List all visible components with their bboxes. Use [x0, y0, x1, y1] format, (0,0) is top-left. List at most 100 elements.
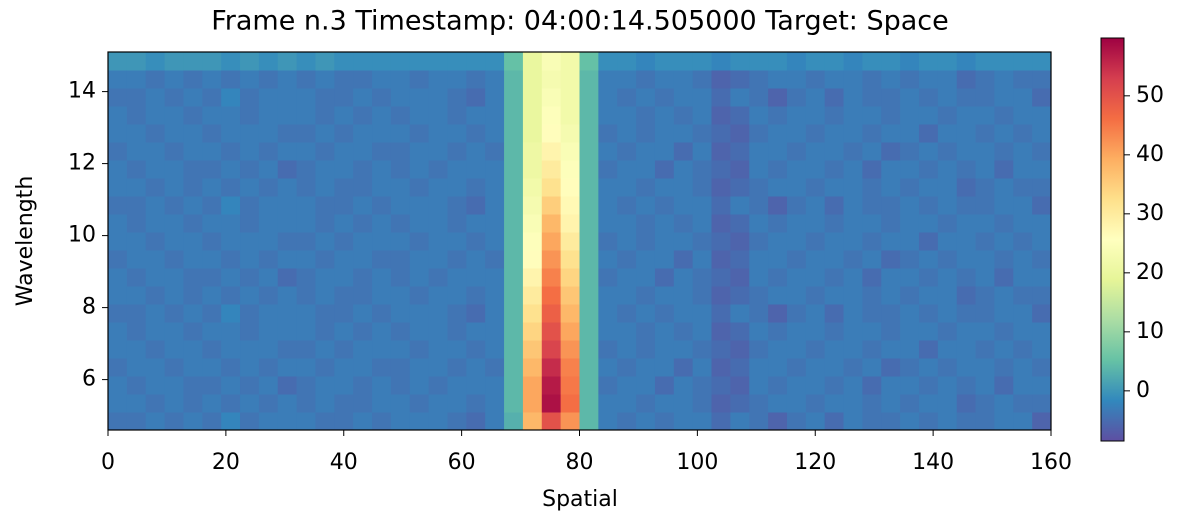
heatmap-cell [579, 358, 599, 377]
heatmap-cell [692, 304, 713, 323]
heatmap-cell [975, 358, 995, 377]
heatmap-cell [673, 268, 694, 287]
heatmap-cell [485, 52, 505, 71]
heatmap-cell [522, 52, 543, 71]
heatmap-cell [881, 214, 901, 233]
heatmap-cell [579, 232, 599, 251]
heatmap-cell [843, 376, 863, 395]
heatmap-cell [730, 412, 750, 431]
heatmap-cell [994, 268, 1014, 287]
heatmap-cell [918, 52, 939, 71]
heatmap-cell [504, 268, 524, 287]
heatmap-cell [900, 394, 920, 413]
heatmap-cell [636, 322, 656, 341]
heatmap-cell [522, 160, 543, 179]
heatmap-cell [862, 214, 882, 233]
heatmap-cell [654, 304, 675, 323]
heatmap-cell [900, 250, 920, 269]
heatmap-cell [202, 232, 222, 251]
heatmap-cell [994, 196, 1014, 215]
heatmap-cell [428, 376, 448, 395]
heatmap-cell [372, 322, 392, 341]
heatmap-cell [447, 304, 467, 323]
heatmap-cell [768, 286, 788, 305]
heatmap-cell [522, 412, 543, 431]
heatmap-cell [598, 52, 618, 71]
heatmap-cell [843, 178, 863, 197]
heatmap-cell [918, 232, 939, 251]
heatmap-cell [126, 124, 147, 143]
heatmap-cell [937, 250, 958, 269]
heatmap-cell [409, 268, 430, 287]
heatmap-cell [164, 412, 184, 431]
heatmap-cell [560, 232, 580, 251]
heatmap-cell [240, 124, 260, 143]
heatmap-cell [692, 142, 713, 161]
heatmap-cell [390, 232, 411, 251]
colorbar-tick-label: 30 [1136, 201, 1164, 226]
heatmap-cell [673, 376, 694, 395]
heatmap-cell [258, 340, 279, 359]
heatmap-cell [145, 376, 166, 395]
heatmap-cell [315, 178, 335, 197]
heatmap-cell [711, 70, 731, 89]
heatmap-cell [428, 322, 448, 341]
heatmap-cell [428, 232, 448, 251]
heatmap-cell [164, 304, 184, 323]
heatmap-cell [711, 52, 731, 71]
heatmap-cell [711, 214, 731, 233]
heatmap-cell [428, 394, 448, 413]
heatmap-cell [749, 376, 769, 395]
heatmap-cell [730, 340, 750, 359]
heatmap-cell [504, 160, 524, 179]
heatmap-cell [579, 178, 599, 197]
heatmap-cell [447, 268, 467, 287]
heatmap-cell [334, 160, 354, 179]
heatmap-cell [202, 124, 222, 143]
heatmap-cell [240, 304, 260, 323]
heatmap-cell [824, 376, 845, 395]
heatmap-cell [409, 232, 430, 251]
heatmap-cell [390, 178, 411, 197]
heatmap-cell [315, 214, 335, 233]
heatmap-cell [862, 268, 882, 287]
heatmap-cell [617, 322, 637, 341]
heatmap-cell [315, 394, 335, 413]
heatmap-cell [202, 214, 222, 233]
heatmap-cell [1032, 142, 1052, 161]
heatmap-cell [579, 394, 599, 413]
heatmap-cell [598, 124, 618, 143]
heatmap-cell [994, 178, 1014, 197]
heatmap-cell [768, 250, 788, 269]
heatmap-cell [390, 88, 411, 107]
heatmap-cell [994, 376, 1014, 395]
heatmap-cell [843, 124, 863, 143]
heatmap-cell [504, 322, 524, 341]
heatmap-cell [768, 358, 788, 377]
heatmap-cell [466, 304, 486, 323]
heatmap-cell [786, 322, 807, 341]
heatmap-cell [409, 178, 430, 197]
heatmap-cell [277, 52, 298, 71]
chart-title: Frame n.3 Timestamp: 04:00:14.505000 Tar… [211, 6, 949, 37]
heatmap-cell [390, 52, 411, 71]
heatmap-cell [485, 376, 505, 395]
heatmap-cell [428, 358, 448, 377]
heatmap-cell [805, 160, 826, 179]
heatmap-cell [334, 214, 354, 233]
heatmap-cell [937, 340, 958, 359]
heatmap-cell [522, 214, 543, 233]
heatmap-cell [202, 88, 222, 107]
colorbar-tick-label: 0 [1136, 378, 1150, 403]
heatmap-cell [1013, 52, 1033, 71]
heatmap-cell [881, 124, 901, 143]
heatmap-cell [334, 124, 354, 143]
heatmap-cell [277, 268, 298, 287]
heatmap-cell [485, 268, 505, 287]
heatmap-cell [918, 340, 939, 359]
heatmap-cell [145, 178, 166, 197]
heatmap-cell [673, 52, 694, 71]
heatmap-cell [372, 340, 392, 359]
heatmap-cell [334, 286, 354, 305]
heatmap-cell [786, 286, 807, 305]
